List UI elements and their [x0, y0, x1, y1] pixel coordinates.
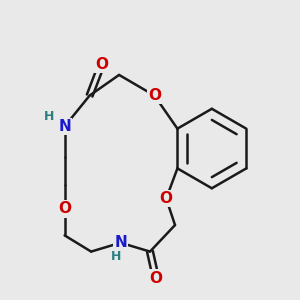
Text: H: H	[111, 250, 121, 262]
Text: H: H	[44, 110, 55, 123]
Text: O: O	[149, 271, 162, 286]
Text: O: O	[148, 88, 161, 103]
Text: N: N	[58, 119, 71, 134]
Text: N: N	[114, 235, 127, 250]
Text: O: O	[58, 201, 71, 216]
Text: O: O	[95, 57, 108, 72]
Text: O: O	[160, 191, 173, 206]
